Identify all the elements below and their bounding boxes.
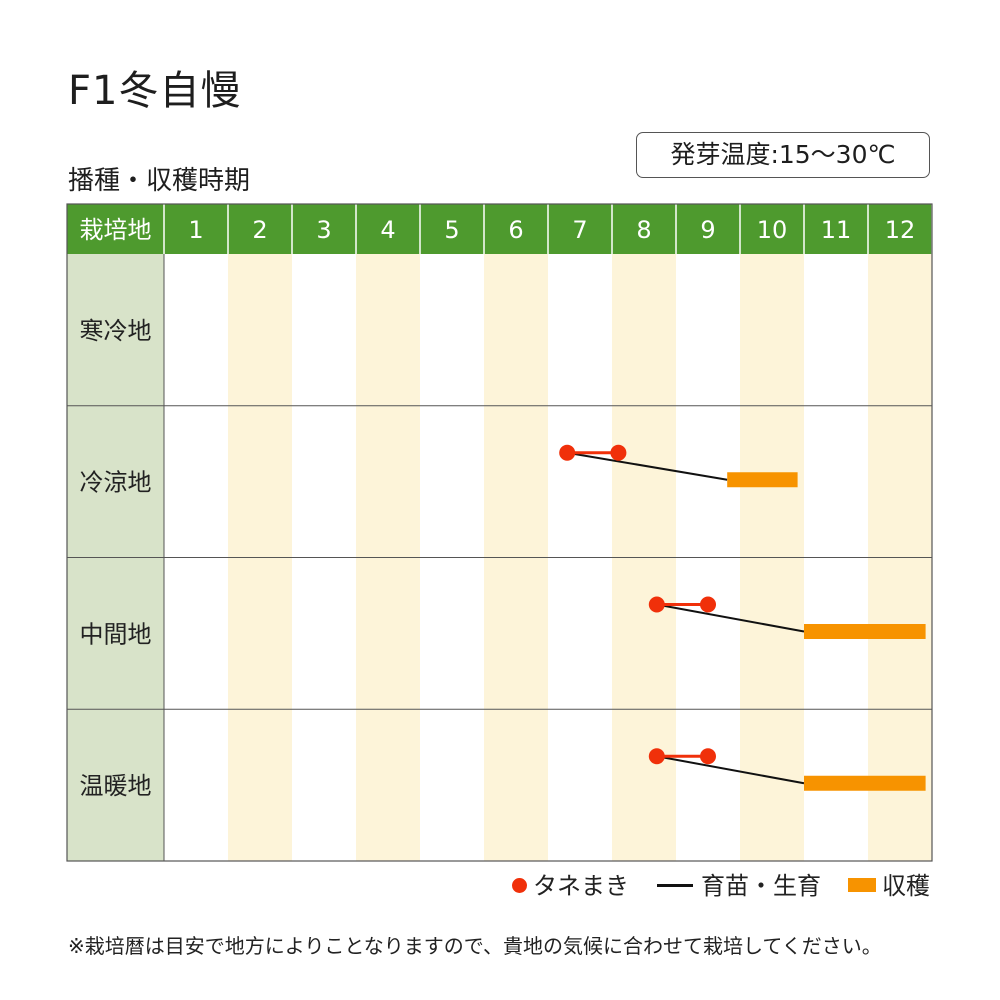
header-row: [67, 204, 932, 254]
month-label: 10: [757, 216, 788, 244]
region-label: 温暖地: [80, 772, 152, 800]
month-label: 3: [316, 216, 331, 244]
growth-line: [656, 755, 805, 785]
legend-nursery: 育苗・生育: [657, 870, 821, 902]
month-label: 1: [188, 216, 203, 244]
month-label: 6: [508, 216, 523, 244]
germination-temperature-box: 発芽温度:15〜30℃: [636, 132, 930, 178]
harvest-bar: [727, 472, 798, 488]
sowing-end-dot: [700, 596, 716, 613]
chart-frame: [66, 203, 933, 862]
growth-line: [656, 603, 805, 633]
month-label: 2: [252, 216, 267, 244]
harvest-bar-icon: [848, 878, 876, 892]
month-label: 8: [636, 216, 651, 244]
chart-subtitle: 播種・収穫時期: [68, 166, 251, 196]
region-label: 冷涼地: [80, 469, 152, 497]
month-label: 9: [700, 216, 715, 244]
legend-sowing: タネまき: [512, 870, 629, 902]
month-label: 5: [444, 216, 459, 244]
legend-nursery-label: 育苗・生育: [701, 872, 821, 900]
sowing-end-dot: [700, 748, 716, 765]
page-title: F1冬自慢: [68, 68, 242, 114]
month-label: 4: [380, 216, 395, 244]
growth-line-icon: [657, 883, 693, 887]
harvest-bar: [804, 624, 926, 639]
sowing-start-dot: [648, 748, 665, 765]
header-region-label: 栽培地: [80, 216, 152, 244]
month-label: 12: [885, 216, 916, 244]
legend-harvest-label: 収穫: [882, 872, 930, 900]
sowing-start-dot: [559, 444, 576, 461]
sowing-end-dot: [610, 444, 627, 461]
harvest-bar: [804, 775, 926, 791]
region-label: 寒冷地: [80, 317, 152, 345]
month-label: 7: [572, 216, 587, 244]
footnote: ※栽培暦は目安で地方によりことなりますので、貴地の気候に合わせて栽培してください…: [68, 934, 882, 958]
sowing-dot-icon: [512, 877, 527, 893]
legend-harvest: 収穫: [848, 870, 930, 902]
sowing-start-dot: [648, 596, 665, 613]
legend-sowing-label: タネまき: [533, 872, 629, 900]
growth-line: [567, 451, 728, 481]
region-label: 中間地: [80, 620, 152, 648]
month-label: 11: [821, 216, 852, 244]
